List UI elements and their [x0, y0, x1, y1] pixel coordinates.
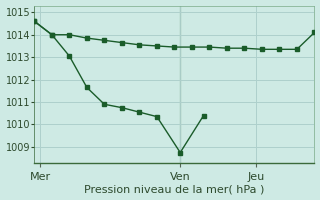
X-axis label: Pression niveau de la mer( hPa ): Pression niveau de la mer( hPa )	[84, 184, 265, 194]
